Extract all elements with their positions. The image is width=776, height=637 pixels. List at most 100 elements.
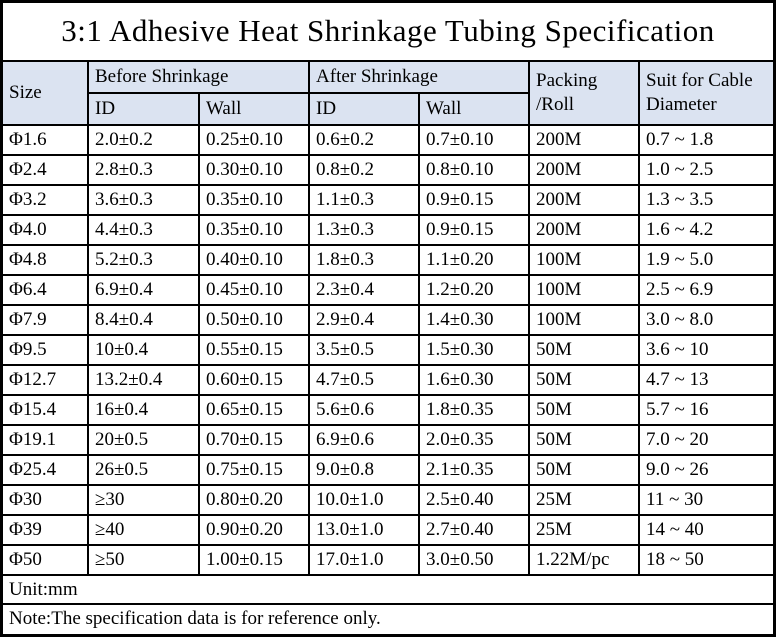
before-wall-cell: 0.70±0.15 (197, 424, 311, 456)
after-id-cell: 10.0±1.0 (308, 484, 421, 516)
after-wall-cell: 1.6±0.30 (418, 364, 531, 396)
cable-diameter-cell: 1.0 ~ 2.5 (638, 154, 773, 186)
after-wall-cell: 2.0±0.35 (418, 424, 531, 456)
after-id-cell: 17.0±1.0 (308, 544, 421, 576)
after-wall-cell: 0.9±0.15 (418, 184, 531, 216)
table-row: Φ19.1 20±0.5 0.70±0.15 6.9±0.6 2.0±0.35 50M 7.… (3, 424, 773, 456)
cable-diameter-cell: 7.0 ~ 20 (638, 424, 773, 456)
before-id-cell: 2.0±0.2 (87, 124, 200, 156)
before-id-cell: 13.2±0.4 (87, 364, 200, 396)
table-row: Φ3.2 3.6±0.3 0.35±0.10 1.1±0.3 0.9±0.15 200M 1… (3, 184, 773, 216)
size-cell: Φ12.7 (3, 364, 89, 396)
before-wall-cell: 0.60±0.15 (197, 364, 311, 396)
after-wall-cell: 1.4±0.30 (418, 304, 531, 336)
size-cell: Φ1.6 (3, 124, 89, 156)
col-header-before-id: ID (88, 92, 200, 126)
before-wall-cell: 0.80±0.20 (197, 484, 311, 516)
packing-cell: 1.22M/pc (528, 544, 641, 576)
cable-diameter-cell: 4.7 ~ 13 (638, 364, 773, 396)
before-id-cell: ≥50 (87, 544, 200, 576)
after-id-cell: 1.3±0.3 (308, 214, 421, 246)
before-wall-cell: 0.50±0.10 (197, 304, 311, 336)
col-header-after-wall: Wall (418, 92, 530, 126)
table-row: Φ30 ≥30 0.80±0.20 10.0±1.0 2.5±0.40 25M 11 ~ 3… (3, 484, 773, 516)
size-cell: Φ3.2 (3, 184, 89, 216)
table-body: Φ1.6 2.0±0.2 0.25±0.10 0.6±0.2 0.7±0.10 200M 0… (3, 124, 773, 576)
unit-label: Unit:mm (3, 574, 773, 605)
before-wall-cell: 1.00±0.15 (197, 544, 311, 576)
table-row: Φ12.7 13.2±0.4 0.60±0.15 4.7±0.5 1.6±0.30 50M… (3, 364, 773, 396)
col-header-after-id: ID (308, 92, 421, 126)
size-cell: Φ4.0 (3, 214, 89, 246)
before-id-cell: 4.4±0.3 (87, 214, 200, 246)
cable-diameter-cell: 0.7 ~ 1.8 (638, 124, 773, 156)
before-wall-cell: 0.45±0.10 (197, 274, 311, 306)
table-row: Φ6.4 6.9±0.4 0.45±0.10 2.3±0.4 1.2±0.20 100M 2… (3, 274, 773, 306)
after-id-cell: 1.8±0.3 (308, 244, 421, 276)
cable-label-line2: Diameter (646, 94, 717, 115)
before-wall-cell: 0.35±0.10 (197, 184, 311, 216)
after-id-cell: 13.0±1.0 (308, 514, 421, 546)
packing-cell: 25M (528, 484, 641, 516)
before-wall-cell: 0.25±0.10 (197, 124, 311, 156)
after-id-cell: 0.8±0.2 (308, 154, 421, 186)
cable-diameter-cell: 1.9 ~ 5.0 (638, 244, 773, 276)
table-row: Φ1.6 2.0±0.2 0.25±0.10 0.6±0.2 0.7±0.10 200M 0… (3, 124, 773, 156)
table-row: Φ4.0 4.4±0.3 0.35±0.10 1.3±0.3 0.9±0.15 200M 1… (3, 214, 773, 246)
before-id-cell: 2.8±0.3 (87, 154, 200, 186)
col-header-size: Size (3, 62, 89, 126)
after-id-cell: 3.5±0.5 (308, 334, 421, 366)
after-wall-cell: 1.2±0.20 (418, 274, 531, 306)
packing-cell: 200M (528, 124, 641, 156)
col-header-after-shrinkage: After Shrinkage (308, 62, 531, 94)
size-cell: Φ25.4 (3, 454, 89, 486)
cable-diameter-cell: 14 ~ 40 (638, 514, 773, 546)
packing-cell: 50M (528, 334, 641, 366)
page-title: 3:1 Adhesive Heat Shrinkage Tubing Speci… (3, 3, 773, 62)
before-id-cell: 8.4±0.4 (87, 304, 200, 336)
unit-row: Unit:mm (3, 574, 773, 605)
before-wall-cell: 0.40±0.10 (197, 244, 311, 276)
after-wall-cell: 0.9±0.15 (418, 214, 531, 246)
table-row: Φ2.4 2.8±0.3 0.30±0.10 0.8±0.2 0.8±0.10 200M 1… (3, 154, 773, 186)
table-header: Size Before Shrinkage After Shrinkage Pa… (3, 62, 773, 126)
table-footer: Unit:mm Note:The specification data is f… (3, 574, 773, 632)
before-wall-cell: 0.90±0.20 (197, 514, 311, 546)
before-id-cell: 20±0.5 (87, 424, 200, 456)
note-row: Note:The specification data is for refer… (3, 603, 773, 632)
header-row-1: Size Before Shrinkage After Shrinkage Pa… (3, 62, 773, 126)
after-wall-cell: 2.7±0.40 (418, 514, 531, 546)
before-id-cell: 5.2±0.3 (87, 244, 200, 276)
table-row: Φ50 ≥50 1.00±0.15 17.0±1.0 3.0±0.50 1.22M/pc 1… (3, 544, 773, 576)
before-wall-cell: 0.65±0.15 (197, 394, 311, 426)
size-cell: Φ9.5 (3, 334, 89, 366)
cable-diameter-cell: 3.6 ~ 10 (638, 334, 773, 366)
before-id-cell: 6.9±0.4 (87, 274, 200, 306)
packing-cell: 100M (528, 274, 641, 306)
before-id-cell: 26±0.5 (87, 454, 200, 486)
packing-cell: 200M (528, 184, 641, 216)
table-row: Φ39 ≥40 0.90±0.20 13.0±1.0 2.7±0.40 25M 14 ~ 4… (3, 514, 773, 546)
packing-cell: 100M (528, 244, 641, 276)
packing-cell: 50M (528, 424, 641, 456)
after-wall-cell: 1.1±0.20 (418, 244, 531, 276)
cable-diameter-cell: 1.3 ~ 3.5 (638, 184, 773, 216)
before-wall-cell: 0.55±0.15 (197, 334, 311, 366)
cable-diameter-cell: 2.5 ~ 6.9 (638, 274, 773, 306)
after-id-cell: 0.6±0.2 (308, 124, 421, 156)
packing-cell: 200M (528, 154, 641, 186)
before-wall-cell: 0.35±0.10 (197, 214, 311, 246)
before-id-cell: ≥40 (87, 514, 200, 546)
after-id-cell: 4.7±0.5 (308, 364, 421, 396)
cable-diameter-cell: 9.0 ~ 26 (638, 454, 773, 486)
size-cell: Φ19.1 (3, 424, 89, 456)
before-id-cell: ≥30 (87, 484, 200, 516)
packing-cell: 50M (528, 454, 641, 486)
note-label: Note:The specification data is for refer… (3, 603, 773, 632)
packing-cell: 25M (528, 514, 641, 546)
col-header-before-shrinkage: Before Shrinkage (86, 62, 311, 94)
cable-diameter-cell: 5.7 ~ 16 (638, 394, 773, 426)
packing-cell: 50M (528, 364, 641, 396)
after-wall-cell: 1.8±0.35 (418, 394, 531, 426)
